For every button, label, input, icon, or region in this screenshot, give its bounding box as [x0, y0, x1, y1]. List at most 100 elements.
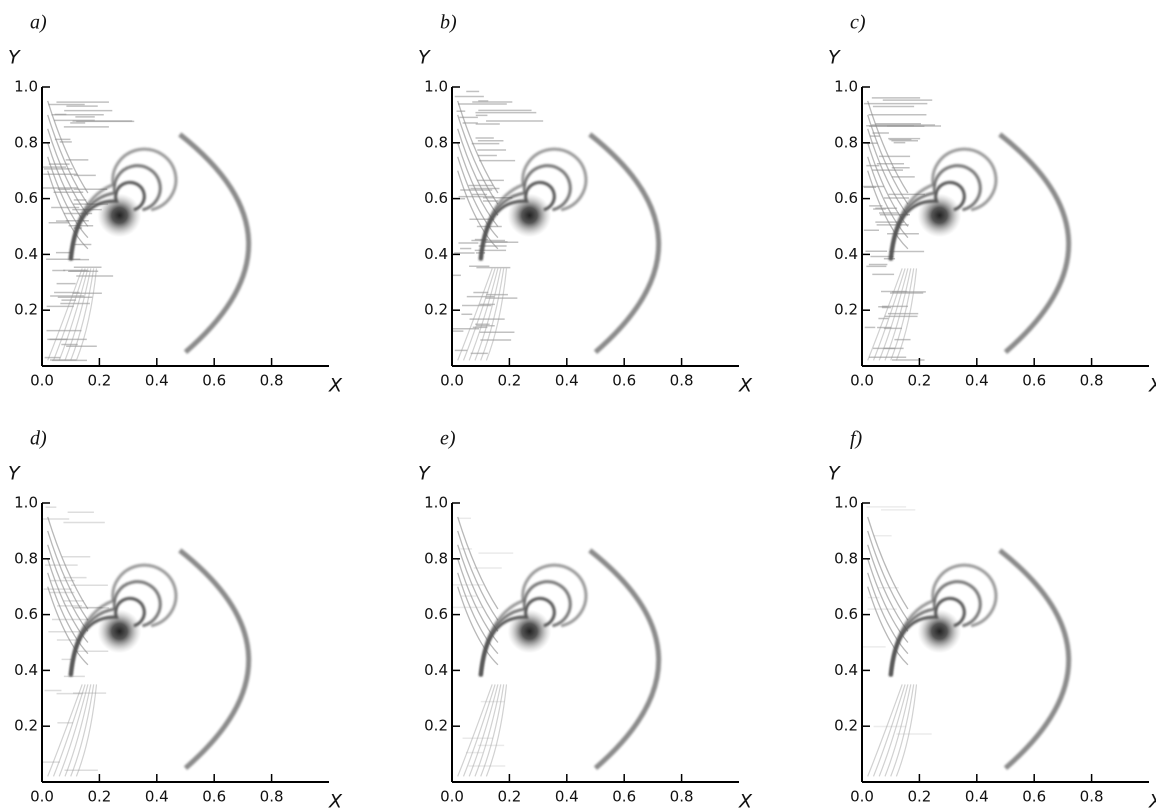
- panel: f) Y X 0.0 0.2 0.4 0.6 0.8 0.2 0.4 0.6 0.8 1.0: [828, 428, 1156, 809]
- field-wave: [457, 128, 499, 216]
- y-tick-label: 0.2: [14, 717, 38, 735]
- y-tick-label: 1.0: [834, 78, 858, 96]
- x-tick-label: 0.2: [907, 372, 931, 390]
- vortex-core: [507, 609, 552, 654]
- field-wave: [58, 684, 89, 777]
- field-wave: [867, 128, 909, 216]
- field-wave: [867, 100, 909, 194]
- x-tick-label: 0.0: [440, 372, 464, 390]
- field-wave: [884, 268, 912, 361]
- shock-front: [178, 132, 252, 354]
- panel-label: e): [440, 428, 456, 450]
- panel: e) Y X 0.0 0.2 0.4 0.6 0.8 0.2 0.4 0.6 0.8 1.0: [418, 428, 753, 809]
- field-wave: [47, 544, 89, 632]
- field-wave: [462, 268, 496, 361]
- field-wave: [462, 684, 496, 777]
- field-wave: [867, 516, 909, 610]
- y-axis-label: Y: [418, 463, 431, 485]
- vortex-arm: [889, 563, 998, 677]
- field-wave: [867, 586, 909, 666]
- y-tick-label: 0.8: [424, 133, 448, 151]
- field-wave: [867, 268, 903, 361]
- field-wave: [457, 558, 499, 643]
- field-wave: [47, 142, 89, 227]
- y-tick-label: 0.4: [424, 245, 448, 263]
- y-tick-label: 0.4: [424, 661, 448, 679]
- field-wave: [47, 268, 83, 361]
- y-tick-label: 0.8: [834, 549, 858, 567]
- y-axis-label: Y: [828, 47, 841, 69]
- field-wave: [867, 684, 903, 777]
- vortex-arm: [479, 147, 588, 261]
- x-tick-label: 0.0: [850, 788, 874, 806]
- x-axis-label: X: [1148, 791, 1156, 809]
- x-axis-label: X: [738, 791, 753, 809]
- y-axis-label: Y: [8, 47, 21, 69]
- field-wave: [878, 268, 909, 361]
- x-tick-label: 0.4: [145, 372, 169, 390]
- field-wave: [457, 572, 499, 655]
- field-wave: [867, 170, 909, 250]
- shock-front: [998, 548, 1072, 770]
- x-tick-label: 0.8: [670, 372, 694, 390]
- field-wave: [457, 114, 499, 205]
- y-tick-label: 0.6: [424, 189, 448, 207]
- field-wave: [58, 268, 89, 361]
- field-wave: [867, 572, 909, 655]
- y-tick-label: 0.2: [834, 301, 858, 319]
- field-wave: [457, 170, 499, 250]
- field-wave: [474, 684, 502, 777]
- y-tick-label: 0.8: [14, 549, 38, 567]
- y-tick-label: 0.8: [14, 133, 38, 151]
- x-tick-label: 0.8: [260, 372, 284, 390]
- x-tick-label: 0.6: [202, 372, 226, 390]
- field-wave: [895, 684, 918, 777]
- vortex-arm: [69, 147, 178, 261]
- field-wave: [457, 586, 499, 666]
- x-tick-label: 0.4: [965, 372, 989, 390]
- field-wave: [47, 114, 89, 205]
- field-wave: [47, 530, 89, 621]
- panel: a) Y X 0.0 0.2 0.4 0.6 0.8 0.2 0.4 0.6 0.8 1.0: [8, 12, 343, 397]
- vortex-arm: [479, 580, 572, 677]
- y-tick-label: 0.6: [834, 605, 858, 623]
- field-wave: [70, 684, 95, 777]
- y-tick-label: 0.6: [424, 605, 448, 623]
- x-tick-label: 0.8: [1080, 372, 1104, 390]
- field-wave: [52, 684, 86, 777]
- field-wave: [884, 684, 912, 777]
- x-tick-label: 0.4: [965, 788, 989, 806]
- x-axis-label: X: [738, 375, 753, 397]
- vortex-arm: [69, 580, 162, 677]
- field-wave: [872, 268, 906, 361]
- field-wave: [47, 156, 89, 239]
- x-tick-label: 0.2: [497, 372, 521, 390]
- field-wave: [457, 544, 499, 632]
- field-wave: [872, 684, 906, 777]
- x-tick-label: 0.4: [555, 372, 579, 390]
- field-wave: [47, 170, 89, 250]
- panel-label: c): [850, 12, 866, 34]
- x-tick-label: 0.6: [1022, 372, 1046, 390]
- x-tick-label: 0.0: [440, 788, 464, 806]
- shock-front: [998, 132, 1072, 354]
- field-wave: [52, 268, 86, 361]
- x-tick-label: 0.8: [670, 788, 694, 806]
- vortex-core: [917, 193, 962, 238]
- x-tick-label: 0.2: [497, 788, 521, 806]
- x-tick-label: 0.6: [612, 788, 636, 806]
- vortex-core: [97, 193, 142, 238]
- vortex-arm: [479, 563, 588, 677]
- field-wave: [64, 268, 92, 361]
- panel-label: d): [30, 428, 47, 450]
- panel-label: f): [850, 428, 863, 450]
- x-tick-label: 0.6: [612, 372, 636, 390]
- field-wave: [47, 684, 83, 777]
- y-tick-label: 0.8: [834, 133, 858, 151]
- y-tick-label: 0.6: [14, 189, 38, 207]
- field-wave: [867, 114, 909, 205]
- vortex-arm: [69, 164, 162, 261]
- vortex-arm: [479, 164, 572, 261]
- vortex-arm: [889, 164, 982, 261]
- y-tick-label: 0.2: [14, 301, 38, 319]
